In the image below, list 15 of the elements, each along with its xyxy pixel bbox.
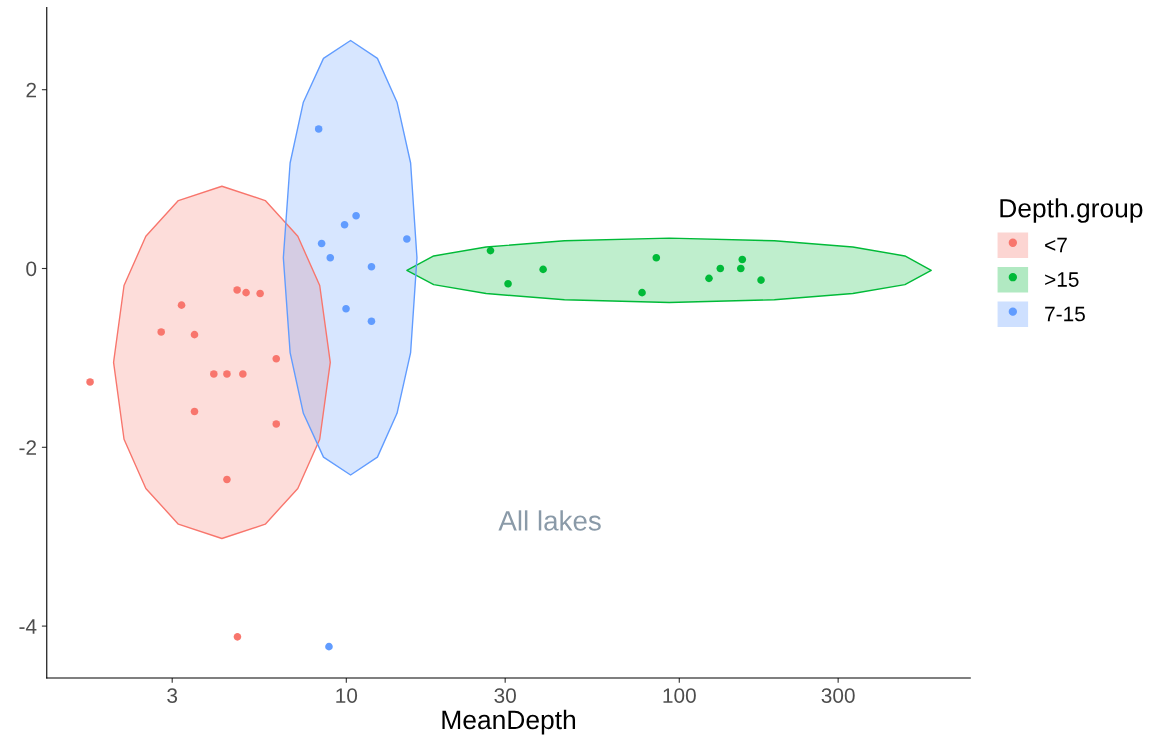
annotation: All lakes — [498, 510, 601, 531]
y-tick-label: 2 — [26, 82, 36, 98]
y-tick-label: 0 — [26, 261, 37, 277]
x-tick-label: 10 — [336, 688, 358, 703]
y-tick-label: -2 — [19, 440, 36, 455]
legend-label: >15 — [1045, 272, 1079, 287]
legend-title: Depth.group — [1000, 198, 1143, 223]
legend-label: <7 — [1045, 237, 1067, 253]
x-tick-label: 100 — [663, 688, 696, 703]
x-tick-label: 30 — [494, 688, 516, 703]
x-tick-label: 3 — [167, 688, 178, 703]
x-axis-title: MeanDepth — [442, 709, 576, 735]
y-tick-label: -4 — [19, 619, 37, 634]
x-tick-label: 300 — [821, 688, 855, 703]
legend-label: 7-15 — [1045, 306, 1085, 322]
